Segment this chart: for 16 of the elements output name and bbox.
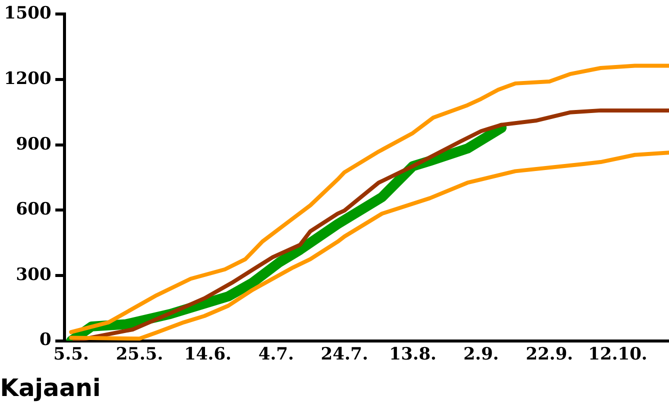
- y-tick-label: 600: [16, 200, 52, 220]
- x-tick-label: 22.9.: [526, 344, 574, 364]
- x-tick-label: 2.9.: [463, 344, 499, 364]
- x-tick-label: 12.10.: [588, 344, 648, 364]
- x-tick-label: 4.7.: [258, 344, 294, 364]
- x-tick-label: 5.5.: [53, 344, 89, 364]
- y-tick-label: 300: [16, 264, 52, 285]
- x-tick-label: 14.6.: [184, 344, 232, 364]
- x-tick-label: 25.5.: [116, 344, 164, 364]
- x-tick-label: 13.8.: [389, 344, 436, 364]
- x-tick-label: 24.7.: [320, 344, 368, 364]
- y-tick-label: 1500: [4, 4, 52, 24]
- y-tick-label: 900: [16, 134, 52, 154]
- text: Kajaani: [0, 374, 101, 402]
- y-tick-label: 1200: [4, 68, 52, 89]
- y-tick-label: 0: [39, 330, 52, 350]
